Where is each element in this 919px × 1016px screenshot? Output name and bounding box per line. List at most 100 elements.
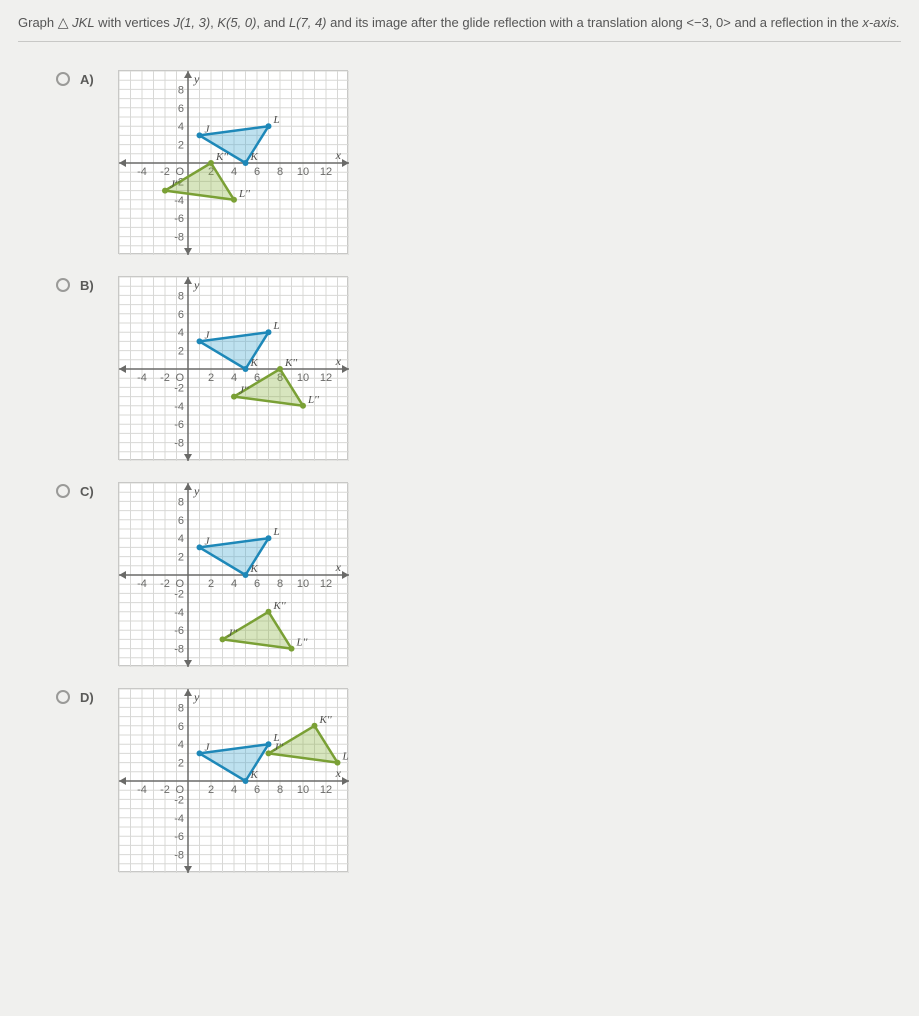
svg-text:-8: -8	[174, 644, 184, 656]
svg-text:8: 8	[277, 784, 283, 796]
svg-text:J'': J''	[274, 741, 284, 753]
svg-text:-4: -4	[137, 578, 147, 590]
svg-text:10: 10	[297, 372, 309, 384]
graph-a: -4-224681012-8-6-4-22468OxyJKLJ''K''L''	[118, 70, 348, 254]
divider	[18, 41, 901, 42]
choice-c[interactable]: C) -4-224681012-8-6-4-22468OxyJKLJ''K''L…	[56, 482, 901, 666]
svg-text:-6: -6	[174, 419, 184, 431]
svg-text:2: 2	[178, 140, 184, 152]
svg-text:-6: -6	[174, 831, 184, 843]
svg-text:10: 10	[297, 166, 309, 178]
svg-text:O: O	[175, 578, 184, 590]
svg-text:J'': J''	[228, 627, 238, 639]
svg-text:x: x	[335, 766, 342, 780]
choice-letter: B)	[80, 278, 94, 293]
triangle-symbol: △	[58, 14, 69, 30]
svg-text:10: 10	[297, 784, 309, 796]
svg-text:y: y	[193, 484, 200, 498]
q-prefix: Graph	[18, 15, 58, 30]
svg-text:-4: -4	[174, 813, 184, 825]
svg-text:L'': L''	[296, 637, 308, 649]
graph-b: -4-224681012-8-6-4-22468OxyJKLJ''K''L''	[118, 276, 348, 460]
svg-text:y: y	[193, 72, 200, 86]
svg-text:K: K	[250, 151, 259, 163]
svg-text:J'': J''	[239, 385, 249, 397]
svg-text:12: 12	[320, 784, 332, 796]
svg-text:-4: -4	[174, 607, 184, 619]
radio-button[interactable]	[56, 72, 70, 86]
svg-text:4: 4	[178, 533, 184, 545]
radio-wrap[interactable]: D)	[56, 688, 104, 705]
svg-text:8: 8	[277, 166, 283, 178]
svg-text:y: y	[193, 278, 200, 292]
svg-text:6: 6	[178, 721, 184, 733]
svg-text:-4: -4	[137, 372, 147, 384]
svg-text:4: 4	[178, 739, 184, 751]
svg-text:8: 8	[178, 290, 184, 302]
svg-text:-2: -2	[174, 588, 184, 600]
svg-text:4: 4	[231, 166, 237, 178]
svg-text:K'': K''	[215, 151, 229, 163]
svg-text:2: 2	[208, 372, 214, 384]
svg-text:4: 4	[231, 578, 237, 590]
q-mid: with vertices	[95, 15, 174, 30]
svg-text:K'': K''	[273, 600, 287, 612]
radio-wrap[interactable]: C)	[56, 482, 104, 499]
q-tail2: and a reflection in the	[731, 15, 863, 30]
svg-text:L: L	[273, 114, 280, 126]
svg-text:-8: -8	[174, 850, 184, 862]
svg-text:12: 12	[320, 578, 332, 590]
svg-text:x: x	[335, 148, 342, 162]
choice-letter: C)	[80, 484, 94, 499]
question-text: Graph △ JKL with vertices J(1, 3), K(5, …	[18, 12, 901, 33]
svg-text:6: 6	[178, 103, 184, 115]
radio-wrap[interactable]: A)	[56, 70, 104, 87]
svg-text:L'': L''	[342, 751, 350, 763]
svg-text:8: 8	[178, 496, 184, 508]
svg-text:2: 2	[178, 346, 184, 358]
svg-text:4: 4	[231, 784, 237, 796]
svg-text:x: x	[335, 560, 342, 574]
svg-text:4: 4	[231, 372, 237, 384]
graph-c: -4-224681012-8-6-4-22468OxyJKLJ''K''L''	[118, 482, 348, 666]
svg-text:O: O	[175, 166, 184, 178]
q-tail1: and its image after the glide reflection…	[327, 15, 687, 30]
svg-text:10: 10	[297, 578, 309, 590]
svg-text:-2: -2	[160, 166, 170, 178]
radio-wrap[interactable]: B)	[56, 276, 104, 293]
vertex-k: K(5, 0)	[217, 15, 256, 30]
svg-text:8: 8	[277, 578, 283, 590]
svg-text:2: 2	[208, 784, 214, 796]
svg-text:-4: -4	[137, 166, 147, 178]
radio-button[interactable]	[56, 484, 70, 498]
svg-text:K'': K''	[319, 714, 333, 726]
svg-text:L: L	[273, 320, 280, 332]
svg-text:-2: -2	[160, 372, 170, 384]
translation-vector: <−3, 0>	[686, 15, 730, 30]
vertex-j: J(1, 3)	[173, 15, 210, 30]
svg-text:-6: -6	[174, 213, 184, 225]
svg-text:6: 6	[254, 578, 260, 590]
svg-text:8: 8	[178, 702, 184, 714]
triangle-name: JKL	[72, 15, 94, 30]
svg-text:12: 12	[320, 372, 332, 384]
choice-a[interactable]: A) -4-224681012-8-6-4-22468OxyJKLJ''K''L…	[56, 70, 901, 254]
radio-button[interactable]	[56, 278, 70, 292]
choice-letter: A)	[80, 72, 94, 87]
svg-text:2: 2	[208, 578, 214, 590]
reflection-axis: x-axis.	[862, 15, 900, 30]
svg-text:O: O	[175, 784, 184, 796]
svg-text:-8: -8	[174, 438, 184, 450]
svg-text:2: 2	[178, 758, 184, 770]
svg-text:K: K	[250, 357, 259, 369]
svg-text:L: L	[273, 526, 280, 538]
radio-button[interactable]	[56, 690, 70, 704]
choice-b[interactable]: B) -4-224681012-8-6-4-22468OxyJKLJ''K''L…	[56, 276, 901, 460]
svg-text:x: x	[335, 354, 342, 368]
svg-text:-8: -8	[174, 232, 184, 244]
svg-text:-2: -2	[174, 382, 184, 394]
svg-text:4: 4	[178, 327, 184, 339]
svg-text:O: O	[175, 372, 184, 384]
choice-d[interactable]: D) -4-224681012-8-6-4-22468OxyJKLJ''K''L…	[56, 688, 901, 872]
graph-d: -4-224681012-8-6-4-22468OxyJKLJ''K''L''	[118, 688, 348, 872]
